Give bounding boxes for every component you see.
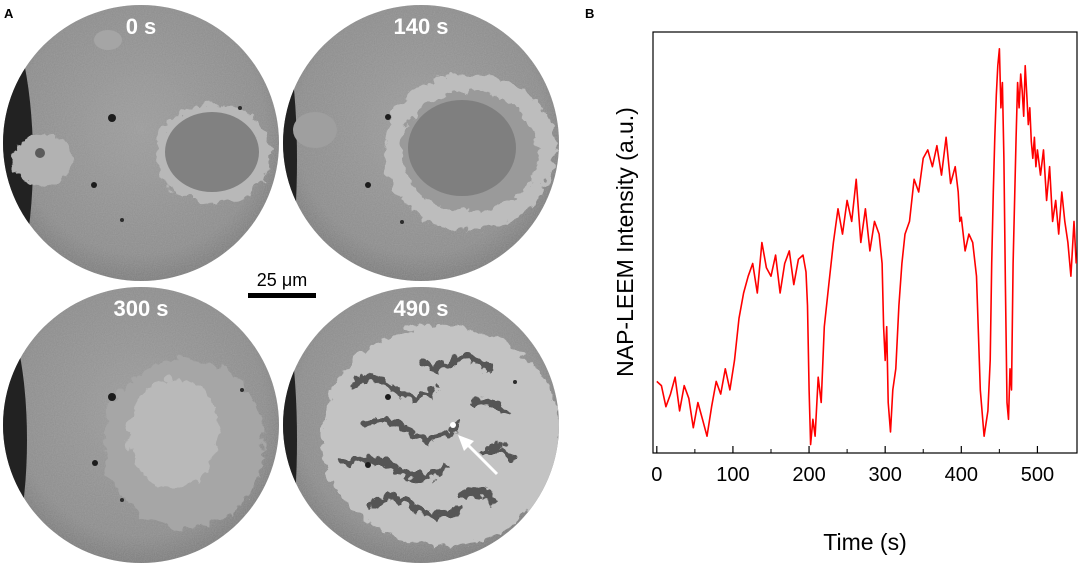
- x-axis-title: Time (s): [823, 529, 906, 555]
- x-tick-label: 100: [716, 464, 749, 486]
- frame-label-490s: 490 s: [393, 296, 448, 321]
- scale-bar-label: 25 μm: [257, 270, 307, 290]
- leem-frame-140s: 140 s: [283, 5, 559, 281]
- y-axis-title: NAP-LEEM Intensity (a.u.): [612, 107, 638, 377]
- panel-a-letter: A: [4, 6, 14, 21]
- intensity-series-line: [656, 48, 1077, 446]
- frame-label-140s: 140 s: [393, 14, 448, 39]
- x-tick-label: 400: [945, 464, 978, 486]
- scale-bar: 25 μm: [248, 270, 316, 298]
- leem-frame-300s: 300 s: [3, 287, 279, 563]
- frame-label-300s: 300 s: [113, 296, 168, 321]
- x-tick-label: 300: [868, 464, 901, 486]
- plot-frame: [652, 31, 1078, 454]
- x-axis: 0 100 200 300 400 500: [651, 446, 1054, 486]
- leem-frame-0s: 0 s: [3, 5, 279, 281]
- frame-label-0s: 0 s: [126, 14, 157, 39]
- panel-b-letter: B: [585, 6, 594, 21]
- x-tick-label: 200: [792, 464, 825, 486]
- leem-frame-490s: 490 s: [283, 287, 559, 563]
- intensity-chart: 0 100 200 300 400 500 Time (s) NAP-LEEM Inten…: [612, 31, 1078, 555]
- x-tick-label: 0: [651, 464, 662, 486]
- x-tick-label: 500: [1021, 464, 1054, 486]
